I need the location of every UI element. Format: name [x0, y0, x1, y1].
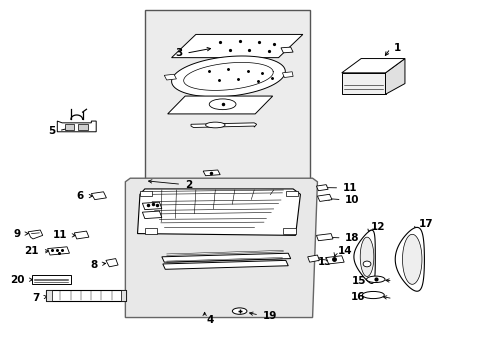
Text: 12: 12	[370, 222, 385, 232]
Text: 21: 21	[24, 247, 39, 256]
Polygon shape	[282, 72, 292, 77]
Ellipse shape	[363, 261, 370, 267]
Text: 10: 10	[345, 195, 359, 205]
Polygon shape	[316, 234, 332, 241]
Bar	[120, 290, 126, 301]
Bar	[31, 275, 71, 284]
Text: 9: 9	[14, 229, 21, 239]
Polygon shape	[317, 194, 331, 202]
Text: 3: 3	[175, 48, 183, 58]
Polygon shape	[360, 237, 373, 276]
Text: 7: 7	[32, 293, 39, 303]
Text: 14: 14	[337, 246, 352, 256]
Text: 4: 4	[206, 315, 214, 325]
Text: 5: 5	[48, 126, 55, 136]
Ellipse shape	[205, 122, 224, 128]
Polygon shape	[203, 170, 220, 176]
Text: 8: 8	[90, 260, 97, 270]
Polygon shape	[353, 230, 374, 283]
Ellipse shape	[232, 308, 246, 314]
Polygon shape	[142, 202, 162, 210]
Bar	[46, 290, 126, 301]
Polygon shape	[281, 47, 292, 53]
Polygon shape	[341, 59, 404, 73]
Text: 2: 2	[185, 180, 192, 190]
Polygon shape	[394, 228, 424, 291]
Text: 19: 19	[262, 311, 276, 321]
Polygon shape	[74, 231, 89, 239]
Ellipse shape	[209, 99, 236, 110]
Bar	[144, 228, 157, 234]
Polygon shape	[385, 59, 404, 94]
Text: 20: 20	[10, 275, 25, 285]
Polygon shape	[171, 35, 302, 58]
Polygon shape	[78, 124, 88, 130]
Text: 11: 11	[52, 230, 67, 240]
Bar	[283, 228, 295, 234]
Text: 11: 11	[343, 183, 357, 193]
Text: 17: 17	[418, 219, 432, 229]
Polygon shape	[28, 230, 42, 239]
Text: 18: 18	[344, 233, 358, 243]
Polygon shape	[106, 258, 118, 267]
Polygon shape	[163, 260, 287, 269]
Polygon shape	[125, 178, 317, 318]
Text: 1: 1	[393, 43, 401, 53]
Polygon shape	[164, 74, 176, 80]
Ellipse shape	[362, 292, 384, 298]
Polygon shape	[47, 247, 69, 255]
Text: 15: 15	[351, 276, 366, 287]
Polygon shape	[142, 211, 162, 219]
Text: 16: 16	[350, 292, 365, 302]
Polygon shape	[57, 121, 96, 132]
Polygon shape	[316, 185, 327, 191]
Polygon shape	[162, 253, 290, 262]
Polygon shape	[167, 96, 272, 114]
Bar	[140, 191, 152, 196]
Polygon shape	[402, 234, 421, 284]
Polygon shape	[341, 73, 385, 94]
Polygon shape	[325, 256, 344, 264]
Polygon shape	[191, 123, 256, 127]
Text: 13: 13	[317, 257, 332, 267]
Polygon shape	[64, 124, 74, 130]
Polygon shape	[307, 255, 319, 262]
Bar	[285, 191, 297, 196]
Ellipse shape	[366, 276, 384, 283]
Polygon shape	[91, 192, 106, 200]
Bar	[144, 10, 309, 180]
Text: 6: 6	[77, 191, 84, 201]
Polygon shape	[137, 189, 300, 235]
Polygon shape	[171, 56, 285, 97]
Bar	[46, 290, 52, 301]
